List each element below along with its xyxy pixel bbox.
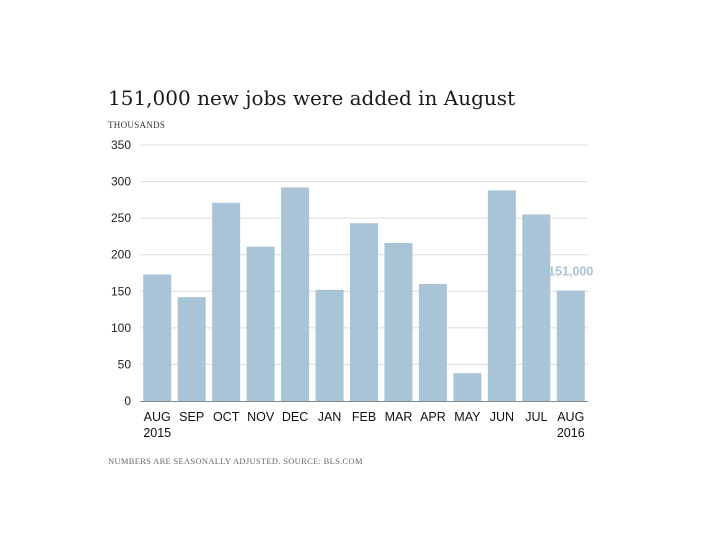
x-tick-label: JAN [318, 410, 342, 424]
x-tick-label: OCT [213, 410, 240, 424]
x-tick-label: AUG [144, 410, 171, 424]
x-tick-label: MAY [454, 410, 481, 424]
bar-jun-10 [487, 190, 516, 401]
bar-apr-8 [418, 283, 447, 401]
x-tick-label: SEP [179, 410, 204, 424]
x-tick-label: APR [420, 410, 446, 424]
y-tick-label: 350 [111, 138, 131, 152]
x-tick-label: AUG [557, 410, 584, 424]
bar-aug-0 [143, 274, 172, 401]
source-footnote: NUMBERS ARE SEASONALLY ADJUSTED. SOURCE:… [108, 456, 363, 466]
bar-aug-12 [556, 290, 585, 401]
x-tick-sublabel: 2016 [557, 426, 585, 440]
x-tick-label: NOV [247, 410, 275, 424]
value-annotation: 151,000 [548, 265, 593, 279]
bar-feb-6 [350, 223, 378, 401]
y-tick-label: 50 [118, 357, 132, 371]
bar-jul-11 [522, 214, 551, 401]
x-tick-label: DEC [282, 410, 308, 424]
x-tick-label: MAR [385, 410, 413, 424]
y-tick-label: 100 [111, 321, 131, 335]
y-tick-label: 0 [124, 394, 131, 408]
y-tick-label: 300 [111, 175, 131, 189]
bars [143, 187, 585, 401]
bar-nov-3 [246, 246, 275, 401]
x-tick-label: FEB [352, 410, 376, 424]
bar-may-9 [453, 373, 482, 401]
unit-label: THOUSANDS [108, 120, 166, 130]
x-tick-label: JUL [525, 410, 547, 424]
chart-title: 151,000 new jobs were added in August [108, 86, 516, 110]
bar-jan-5 [315, 289, 344, 401]
y-axis-ticks: 0 50 100 150 200 250 300 350 [111, 138, 131, 408]
bar-oct-2 [212, 202, 241, 401]
x-tick-sublabel: 2015 [143, 426, 171, 440]
y-tick-label: 150 [111, 284, 131, 298]
bar-mar-7 [384, 243, 413, 401]
x-tick-label: JUN [490, 410, 514, 424]
bar-dec-4 [281, 187, 310, 401]
bar-sep-1 [177, 297, 206, 401]
y-tick-label: 200 [111, 248, 131, 262]
y-tick-label: 250 [111, 211, 131, 225]
x-axis-ticks: AUG 2015 SEP OCT NOV DEC JAN FEB MAR APR MAY JUN JUL… [143, 410, 584, 440]
